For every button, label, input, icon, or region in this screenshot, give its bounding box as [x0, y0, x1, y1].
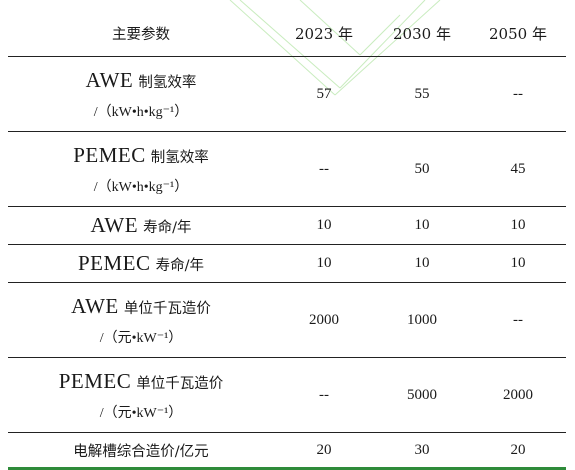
table-row: AWE 制氢效率 /（kW•h•kg⁻¹） 57 55 --	[8, 57, 566, 132]
row-unit: /（元•kW⁻¹）	[99, 330, 183, 346]
row-label: AWE 寿命/年	[8, 206, 274, 245]
row-name-en: AWE	[71, 293, 119, 318]
cell-2023: 20	[274, 432, 374, 470]
cell-2030: 1000	[374, 282, 470, 358]
row-unit: /（元•kW⁻¹）	[99, 405, 183, 421]
row-name-en: PEMEC	[58, 368, 132, 393]
row-name-cn: 单位千瓦造价	[123, 300, 211, 317]
header-2030: 2030 年	[374, 10, 470, 57]
row-label: AWE 单位千瓦造价 /（元•kW⁻¹）	[8, 282, 274, 358]
row-name-cn: 寿命/年	[155, 258, 204, 274]
cell-2030: 10	[374, 206, 470, 245]
row-name-en: PEMEC	[73, 142, 146, 167]
cell-2023: 57	[316, 85, 332, 102]
cell-2050: 2000	[470, 357, 566, 433]
table-row: PEMEC 单位千瓦造价 /（元•kW⁻¹） -- 5000 2000	[8, 357, 566, 433]
cell-2050: 10	[470, 206, 566, 245]
cell-2030: 50	[374, 131, 470, 207]
row-name-en: AWE	[85, 67, 134, 92]
cell-2050: 20	[470, 432, 566, 470]
row-label: PEMEC 寿命/年	[8, 244, 274, 283]
row-name-cn: 制氢效率	[150, 149, 209, 166]
row-label: PEMEC 制氢效率 /（kW•h•kg⁻¹）	[8, 131, 274, 207]
row-unit: /（kW•h•kg⁻¹）	[93, 179, 189, 195]
cell-2030: 5000	[374, 357, 470, 433]
row-name-cn: 制氢效率	[138, 74, 197, 91]
cell-2030: 30	[374, 432, 470, 470]
cell-2023: --	[274, 357, 374, 433]
row-unit: /（kW•h•kg⁻¹）	[93, 104, 189, 120]
row-name-cn: 电解槽综合造价/亿元	[73, 443, 209, 460]
table-row: AWE 单位千瓦造价 /（元•kW⁻¹） 2000 1000 --	[8, 282, 566, 358]
table-row: AWE 寿命/年 10 10 10	[8, 206, 566, 245]
table-row: PEMEC 制氢效率 /（kW•h•kg⁻¹） -- 50 45	[8, 131, 566, 207]
table-row: 电解槽综合造价/亿元 20 30 20	[8, 432, 566, 470]
cell-2023: 2000	[274, 282, 374, 358]
cell-2023: --	[274, 131, 374, 207]
cell-2023: 10	[274, 206, 374, 245]
table-header-row: 主要参数 2023 年 2030 年 2050 年	[8, 10, 566, 57]
row-name-en: PEMEC	[78, 251, 151, 275]
row-label: AWE 制氢效率 /（kW•h•kg⁻¹）	[8, 57, 274, 132]
table-row: PEMEC 寿命/年 10 10 10	[8, 244, 566, 283]
cell-2030: 55	[414, 85, 430, 102]
header-2050: 2050 年	[470, 10, 566, 57]
row-name-en: AWE	[90, 213, 139, 237]
row-label: PEMEC 单位千瓦造价 /（元•kW⁻¹）	[8, 357, 274, 433]
row-label: 电解槽综合造价/亿元	[8, 432, 274, 470]
cell-2023: 10	[274, 244, 374, 283]
cell-2030: 10	[374, 244, 470, 283]
cell-2050: --	[470, 282, 566, 358]
cell-2050: 45	[470, 131, 566, 207]
row-name-cn: 寿命/年	[143, 220, 192, 236]
parameters-table: 主要参数 2023 年 2030 年 2050 年 AWE 制氢效率 /（kW•…	[8, 10, 566, 470]
cell-2050: 10	[470, 244, 566, 283]
row-name-cn: 单位千瓦造价	[136, 375, 224, 392]
header-2023: 2023 年	[274, 10, 374, 57]
header-param: 主要参数	[8, 10, 274, 57]
cell-2050: --	[513, 85, 523, 102]
